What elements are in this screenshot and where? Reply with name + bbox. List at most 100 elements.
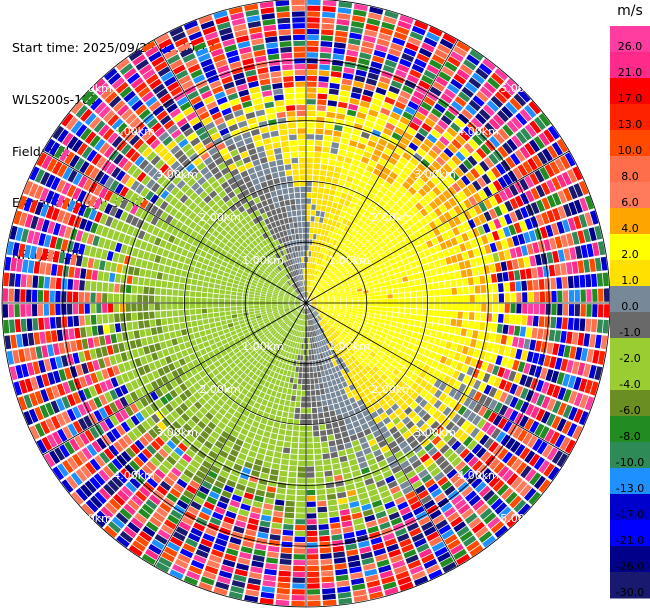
gate-cell [302,367,306,373]
gate-cell [341,466,351,474]
gate-cell [354,394,361,402]
gate-cell [246,456,255,464]
gate-cell [377,259,384,266]
gate-cell [379,76,391,85]
gate-cell [387,307,393,312]
gate-cell [96,281,103,292]
gate-cell [290,401,296,407]
gate-cell [195,291,202,298]
gate-cell [310,331,313,337]
gate-cell [178,427,189,437]
gate-cell [393,565,408,575]
gate-cell [306,484,315,490]
gate-cell [9,319,16,333]
gate-cell [416,543,430,553]
gate-cell [315,122,325,129]
gate-cell [444,485,456,496]
gate-cell [486,100,499,113]
gate-cell [524,376,533,388]
gate-cell [280,343,285,350]
gate-cell [306,169,313,175]
gate-cell [475,340,483,349]
gate-cell [506,455,518,468]
gate-cell [361,375,368,383]
gate-cell [306,513,317,519]
gate-cell [138,508,151,520]
gate-cell [193,267,201,274]
gate-cell [409,157,419,167]
gate-cell [334,279,340,284]
gate-cell [312,413,318,419]
gate-cell [276,593,290,600]
gate-cell [337,336,343,342]
gate-cell [320,211,325,218]
gate-cell [255,362,262,369]
gate-cell [20,274,27,288]
gate-cell [349,164,358,172]
gate-cell [340,268,347,274]
gate-cell [370,328,377,334]
gate-cell [596,273,603,287]
gate-cell [424,204,433,214]
gate-cell [397,533,410,543]
gate-cell [248,303,254,306]
gate-cell [580,244,588,258]
gate-cell [360,215,368,223]
gate-cell [480,143,492,156]
gate-cell [431,435,442,446]
gate-cell [472,180,482,191]
gate-cell [420,143,430,153]
gate-cell [289,314,294,319]
gate-cell [279,329,284,335]
gate-cell [172,310,178,317]
gate-cell [260,472,269,480]
gate-cell [557,402,567,416]
gate-cell [263,431,271,438]
gate-cell [448,247,456,256]
gate-cell [172,303,178,310]
gate-cell [463,286,469,295]
gate-cell [313,251,317,258]
gate-cell [351,21,365,29]
gate-cell [327,380,333,387]
gate-cell [311,299,317,302]
gate-cell [307,326,309,332]
gate-cell [502,142,513,155]
gate-cell [271,463,280,470]
gate-cell [313,275,317,282]
gate-cell [482,223,491,234]
gate-cell [35,247,43,260]
gate-cell [280,547,293,554]
gate-cell [390,111,401,121]
gate-cell [519,108,532,122]
gate-cell [161,375,169,384]
gate-cell [309,307,314,312]
gate-cell [307,583,320,589]
gate-cell [233,389,241,397]
gate-cell [338,243,344,249]
gate-cell [279,470,288,477]
gate-cell [352,300,358,303]
gate-cell [159,502,172,513]
gate-cell [549,161,561,175]
gate-cell [376,38,390,47]
gate-cell [328,320,334,325]
gate-cell [73,279,80,291]
gate-cell [335,390,341,397]
gate-cell [225,398,234,407]
gate-cell [388,330,395,336]
gate-cell [361,361,368,368]
gate-cell [326,237,331,243]
gate-cell [440,480,452,491]
gate-cell [325,344,330,351]
gate-cell [155,279,162,288]
gate-cell [294,311,299,316]
gate-cell [307,589,321,595]
gate-cell [438,71,452,82]
gate-cell [414,320,421,327]
gate-cell [326,290,332,294]
gate-cell [440,502,453,513]
gate-cell [344,286,350,291]
gate-cell [331,316,337,321]
gate-cell [331,65,343,72]
